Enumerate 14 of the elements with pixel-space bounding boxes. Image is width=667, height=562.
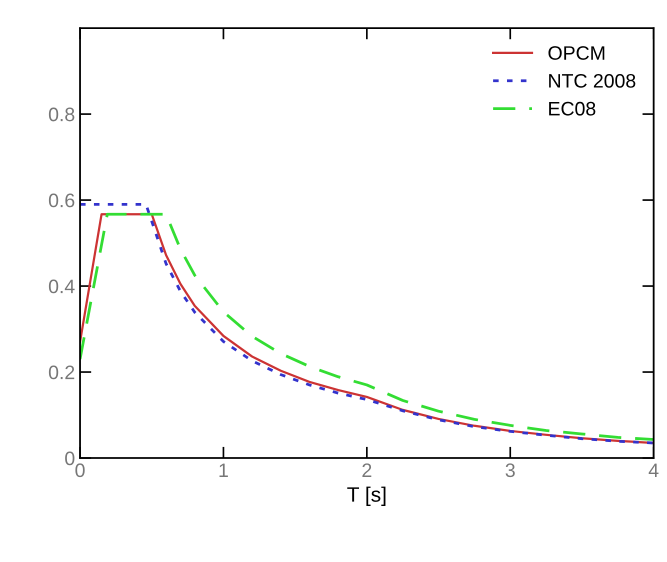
y-tick-label: 0.6: [48, 194, 74, 208]
x-tick-label: 0: [75, 463, 85, 478]
x-tick-label: 3: [506, 463, 515, 478]
x-tick-label: 2: [362, 463, 372, 477]
y-tick-label: 0.4: [48, 280, 75, 294]
x-tick-label: 1: [220, 464, 228, 477]
y-tick-label: 0.2: [48, 366, 74, 380]
legend-label: NTC 2008: [549, 74, 636, 88]
x-tick-label: 4: [648, 464, 658, 477]
x-axis-title: T [s]: [347, 486, 386, 506]
legend-label: OPCM: [548, 46, 604, 60]
legend-label: EC08: [549, 102, 596, 116]
y-tick-label: 0.8: [48, 108, 74, 122]
y-tick-label: 0: [65, 452, 74, 466]
